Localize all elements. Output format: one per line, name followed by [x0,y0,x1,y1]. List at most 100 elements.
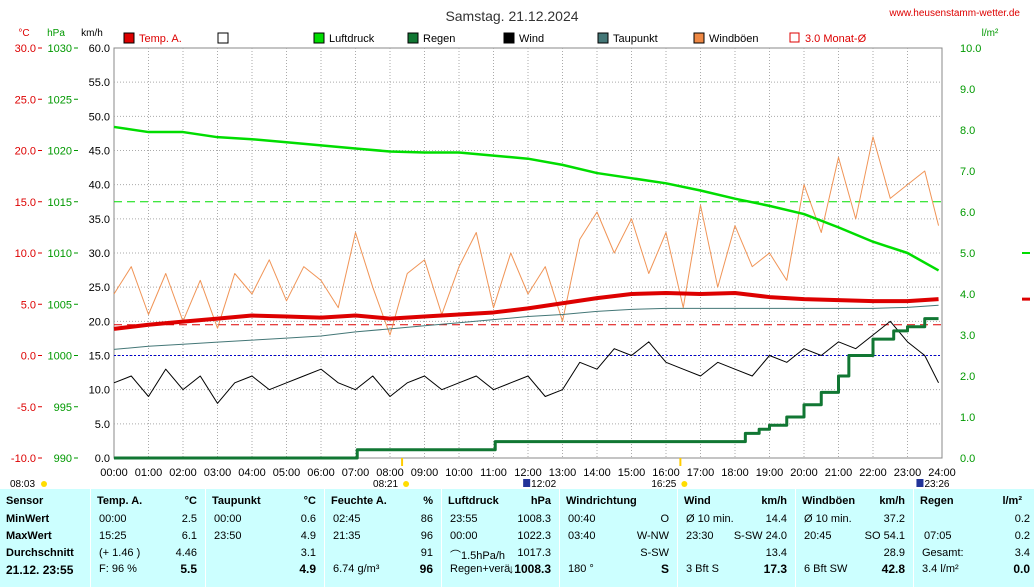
x-tick-label: 09:00 [411,467,439,479]
gust-cell-label: Ø 10 min. [804,513,852,525]
wind-cell-label: Ø 10 min. [686,513,734,525]
sunset-label: 16:25 [651,479,676,489]
col-unit-press: hPa [530,495,551,507]
temp-cell-value: 6.1 [181,530,197,542]
hum-cell-label: 02:45 [333,513,361,525]
press-cell-value: 1008.3 [517,513,551,525]
col-header-dir: Windrichtung [566,495,637,507]
temp-cell-label: (+ 1.46 ) [99,547,141,559]
rain-cell-label: 07:05 [924,530,952,542]
wind-tick-label: 10.0 [89,385,110,397]
rain-tick-label: 3.0 [960,330,975,342]
temp-tick-label: -10.0 [11,453,36,465]
rain-tick-label: 2.0 [960,371,975,383]
wind-cell-label: 3 Bft S [686,563,720,575]
wind-tick-label: 45.0 [89,146,110,158]
statistics-table: Sensor MinWert MaxWert Durchschnitt 21.1… [0,489,1034,587]
press-cell-label: Regen+verä [450,563,511,575]
dir-cell-label: 03:40 [568,530,596,542]
wind-tick-label: 20.0 [89,316,110,328]
rain-cell-value: 0.2 [1014,530,1030,542]
moonset-icon [916,479,924,487]
wind-cell-value: 14.4 [765,513,787,525]
x-tick-label: 00:00 [100,467,128,479]
rain-tick-label: 10.0 [960,43,981,55]
sunrise-icon [403,481,410,487]
temp-cell-label: 00:00 [99,513,127,525]
pressure-axis-unit: hPa [47,28,65,39]
press-cell-value: ↓1008.3 [508,562,551,576]
pressure-tick-label: 1000 [48,351,72,363]
legend-swatch [313,32,325,44]
dew-cell-value: 4.9 [299,562,316,576]
x-tick-label: 12:00 [514,467,542,479]
chart-title: Samstag. 21.12.2024 [445,8,578,24]
dir-cell-value: O [660,513,669,525]
rain-cell-value: 0.0 [1013,562,1030,576]
moonrise-icon [41,481,47,487]
x-tick-label: 17:00 [687,467,715,479]
rain-tick-label: 7.0 [960,166,975,178]
hum-cell-value: 96 [420,530,433,542]
rain-cell-label: Gesamt: [922,547,964,559]
temp-tick-label: 30.0 [15,43,36,55]
wind-tick-label: 50.0 [89,111,110,123]
wind-tick-label: 40.0 [89,180,110,192]
col-unit-temp: °C [184,495,197,507]
series-line-temp-a- [113,290,939,331]
dir-cell-value: S-SW [640,547,669,559]
legend-label: Windböen [709,33,759,45]
hum-cell-label: 6.74 g/m³ [333,563,380,575]
series-line-wind [113,320,939,404]
dir-cell-label: 180 ° [568,563,594,575]
temp-tick-label: 20.0 [15,146,36,158]
x-tick-label: 01:00 [135,467,163,479]
temp-cell-value: 2.5 [181,513,197,525]
gust-cell-value: SO 54.1 [864,530,905,542]
legend-label: Temp. A. [139,33,182,45]
temp-axis-unit: °C [18,28,29,39]
moonset-label: 23:26 [924,479,949,489]
col-dew: Taupunkt °C 00:00 0.6 23:50 4.9 3.1 4.9 [206,489,325,587]
rain-tick-label: 1.0 [960,412,975,424]
dew-cell-label: 23:50 [214,530,242,542]
x-tick-label: 21:00 [825,467,853,479]
temp-tick-label: 15.0 [15,197,36,209]
x-tick-label: 13:00 [549,467,577,479]
wind-tick-label: 5.0 [95,419,110,431]
legend-swatch [789,32,800,43]
col-unit-rain: l/m² [1002,495,1022,507]
rain-axis-unit: l/m² [982,28,999,39]
legend-swatch [597,32,609,44]
x-tick-label: 08:00 [376,467,404,479]
legend-swatch [503,32,515,44]
legend-label: Regen [423,33,455,45]
x-tick-label: 23:00 [894,467,922,479]
wind-tick-label: 0.0 [95,453,110,465]
x-tick-label: 11:00 [480,467,507,479]
col-header-hum: Feuchte A. [331,495,387,507]
wind-tick-label: 55.0 [89,77,110,89]
x-tick-label: 06:00 [307,467,335,479]
pressure-tick-label: 1005 [48,299,72,311]
dew-cell-value: 4.9 [300,530,316,542]
weather-chart: Samstag. 21.12.2024 www.heusenstamm-wette… [10,8,1030,489]
pressure-tick-label: 1025 [48,94,72,106]
hum-cell-value: 86 [420,513,433,525]
x-tick-label: 04:00 [238,467,266,479]
website-label: www.heusenstamm-wetter.de [888,8,1020,19]
press-cell-value: 1017.3 [517,547,551,559]
x-tick-label: 18:00 [721,467,749,479]
rain-cell-value: 0.2 [1014,513,1030,525]
gust-cell-value: 28.9 [883,547,905,559]
x-tick-label: 20:00 [790,467,818,479]
legend-label: Wind [519,33,544,45]
row-label-current: 21.12. 23:55 [6,563,74,577]
pressure-tick-label: 1030 [48,43,72,55]
x-tick-label: 19:00 [756,467,784,479]
dir-cell-value: S [660,562,669,576]
wind-tick-label: 15.0 [89,351,110,363]
noon-icon [523,479,531,487]
dir-cell-label: 00:40 [568,513,596,525]
wind-tick-label: 25.0 [89,282,110,294]
